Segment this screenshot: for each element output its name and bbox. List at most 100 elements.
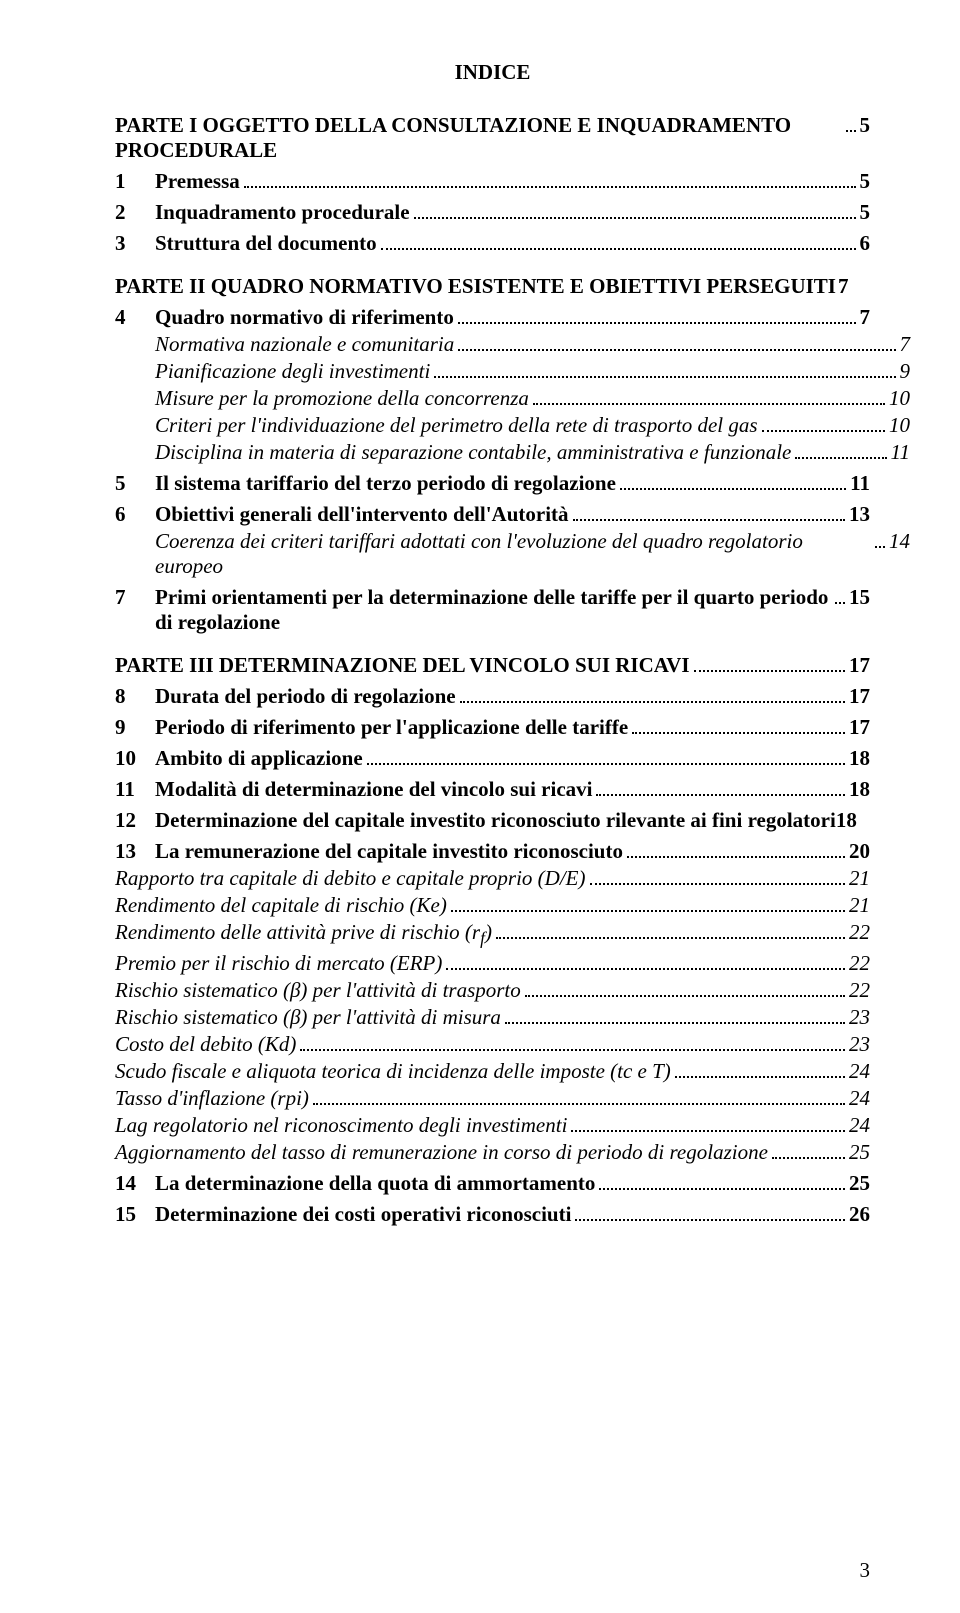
toc-part-text: PARTE III DETERMINAZIONE DEL VINCOLO SUI… [115, 653, 690, 678]
toc-leader-dots [458, 349, 895, 351]
toc-entry-page: 17 [849, 715, 870, 740]
toc-entry-page: 23 [849, 1005, 870, 1030]
page-title: INDICE [115, 60, 870, 85]
toc-entry-page: 21 [849, 866, 870, 891]
toc-entry-page: 23 [849, 1032, 870, 1057]
toc-entry-text: Disciplina in materia di separazione con… [155, 440, 791, 465]
toc-part-heading: PARTE I OGGETTO DELLA CONSULTAZIONE E IN… [115, 113, 870, 163]
toc-section: 2Inquadramento procedurale5 [115, 200, 870, 225]
toc-subsection: Premio per il rischio di mercato (ERP)22 [115, 951, 870, 976]
toc-section: 4Quadro normativo di riferimento7 [115, 305, 870, 330]
toc-subsection: Rischio sistematico (β) per l'attività d… [115, 978, 870, 1003]
toc-section: 14La determinazione della quota di ammor… [115, 1171, 870, 1196]
toc-leader-dots [458, 322, 856, 324]
toc-entry-number: 10 [115, 746, 155, 771]
toc-leader-dots [446, 968, 845, 970]
toc-entry-page: 6 [860, 231, 871, 256]
toc-entry-page: 22 [849, 978, 870, 1003]
toc-leader-dots [596, 794, 845, 796]
toc-leader-dots [632, 732, 845, 734]
toc-part-page: 5 [860, 113, 871, 138]
toc-subsection: Tasso d'inflazione (rpi) 24 [115, 1086, 870, 1111]
toc-leader-dots [795, 457, 886, 459]
toc-entry-page: 9 [900, 359, 911, 384]
toc-leader-dots [525, 995, 845, 997]
toc-entry-text: Rischio sistematico (β) per l'attività d… [115, 978, 521, 1003]
toc-entry-page: 25 [849, 1140, 870, 1165]
toc-entry-number: 4 [115, 305, 155, 330]
toc-entry-page: 13 [849, 502, 870, 527]
toc-entry-page: 25 [849, 1171, 870, 1196]
toc-leader-dots [620, 488, 846, 490]
toc-entry-number: 6 [115, 502, 155, 527]
toc-section: 5Il sistema tariffario del terzo periodo… [115, 471, 870, 496]
toc-subsection: Rendimento delle attività prive di risch… [115, 920, 870, 949]
toc-leader-dots [590, 883, 846, 885]
toc-entry-page: 11 [850, 471, 870, 496]
toc-leader-dots [434, 376, 895, 378]
toc-subsection: Aggiornamento del tasso di remunerazione… [115, 1140, 870, 1165]
toc-entry-text: Tasso d'inflazione (rpi) [115, 1086, 309, 1111]
toc-entry-text: Premio per il rischio di mercato (ERP) [115, 951, 442, 976]
toc-entry-page: 17 [849, 684, 870, 709]
toc-entry-text: La determinazione della quota di ammorta… [155, 1171, 595, 1196]
toc-section: 8Durata del periodo di regolazione17 [115, 684, 870, 709]
toc-entry-number: 13 [115, 839, 155, 864]
toc-entry-page: 18 [849, 777, 870, 802]
toc-entry-page: 26 [849, 1202, 870, 1227]
toc-entry-text: Obiettivi generali dell'intervento dell'… [155, 502, 569, 527]
toc-entry-text: Primi orientamenti per la determinazione… [155, 585, 831, 635]
toc-subsection: Rapporto tra capitale di debito e capita… [115, 866, 870, 891]
toc-entry-text: La remunerazione del capitale investito … [155, 839, 623, 864]
toc-part-heading: PARTE III DETERMINAZIONE DEL VINCOLO SUI… [115, 653, 870, 678]
toc-entry-number: 2 [115, 200, 155, 225]
toc-leader-dots [313, 1103, 845, 1105]
toc-entry-text: Pianificazione degli investimenti [155, 359, 430, 384]
toc-subsection: Disciplina in materia di separazione con… [115, 440, 910, 465]
toc-entry-page: 24 [849, 1086, 870, 1111]
toc-part-text: PARTE I OGGETTO DELLA CONSULTAZIONE E IN… [115, 113, 842, 163]
toc-entry-page: 15 [849, 585, 870, 610]
toc-leader-dots [496, 937, 845, 939]
toc-leader-dots [772, 1157, 845, 1159]
toc-entry-text: Determinazione del capitale investito ri… [155, 808, 836, 833]
toc-entry-text: Costo del debito (Kd) [115, 1032, 296, 1057]
toc-leader-dots [533, 403, 885, 405]
toc-part-text: PARTE II QUADRO NORMATIVO ESISTENTE E OB… [115, 274, 836, 299]
toc-leader-dots [571, 1130, 845, 1132]
toc-leader-dots [381, 248, 856, 250]
toc-entry-text: Durata del periodo di regolazione [155, 684, 456, 709]
toc-entry-text: Determinazione dei costi operativi ricon… [155, 1202, 571, 1227]
toc-leader-dots [460, 701, 845, 703]
toc-leader-dots [300, 1049, 845, 1051]
toc-entry-text: Modalità di determinazione del vincolo s… [155, 777, 592, 802]
toc-leader-dots [627, 856, 845, 858]
toc-entry-number: 3 [115, 231, 155, 256]
toc-entry-text: Normativa nazionale e comunitaria [155, 332, 454, 357]
toc-entry-page: 7 [900, 332, 911, 357]
toc-entry-text: Rapporto tra capitale di debito e capita… [115, 866, 586, 891]
toc-entry-number: 15 [115, 1202, 155, 1227]
toc-entry-page: 10 [889, 413, 910, 438]
toc-entry-text: Rendimento del capitale di rischio (Ke) [115, 893, 447, 918]
toc-entry-text: Criteri per l'individuazione del perimet… [155, 413, 758, 438]
toc-entry-text: Premessa [155, 169, 240, 194]
toc-entry-text: Inquadramento procedurale [155, 200, 410, 225]
toc-part-page: 17 [849, 653, 870, 678]
toc-entry-text: Misure per la promozione della concorren… [155, 386, 529, 411]
toc-entry-page: 14 [889, 529, 910, 554]
toc-section: 12Determinazione del capitale investito … [115, 808, 870, 833]
toc-entry-page: 20 [849, 839, 870, 864]
toc-leader-dots [367, 763, 845, 765]
toc-subsection: Lag regolatorio nel riconoscimento degli… [115, 1113, 870, 1138]
toc-entry-page: 22 [849, 920, 870, 945]
toc-section: 6Obiettivi generali dell'intervento dell… [115, 502, 870, 527]
toc-entry-text: Ambito di applicazione [155, 746, 363, 771]
toc-entry-number: 7 [115, 585, 155, 610]
toc-subsection: Scudo fiscale e aliquota teorica di inci… [115, 1059, 870, 1084]
toc-entry-text: Rendimento delle attività prive di risch… [115, 920, 492, 949]
toc-entry-page: 18 [849, 746, 870, 771]
toc-section: 1Premessa5 [115, 169, 870, 194]
toc-section: 3Struttura del documento6 [115, 231, 870, 256]
toc-entry-text: Rischio sistematico (β) per l'attività d… [115, 1005, 501, 1030]
